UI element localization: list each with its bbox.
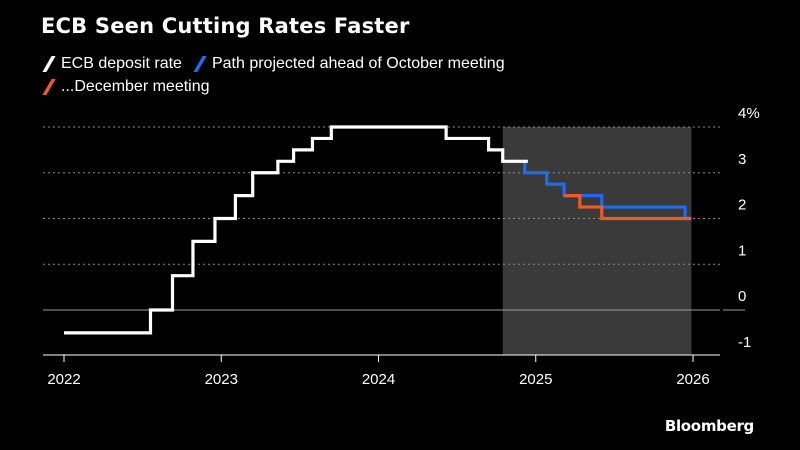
legend-item-deposit: ECB deposit rate <box>41 55 182 73</box>
legend-row-1: ECB deposit rate Path projected ahead of… <box>41 55 515 73</box>
x-tick-label: 2025 <box>519 371 552 388</box>
legend-label-deposit: ECB deposit rate <box>61 55 182 72</box>
projection-shade <box>502 127 692 355</box>
y-tick-label: 2 <box>738 197 746 214</box>
series-december-path <box>564 194 692 221</box>
y-tick-label: 4% <box>738 105 760 122</box>
legend-row-2: ...December meeting <box>41 78 220 96</box>
legend-label-october: Path projected ahead of October meeting <box>211 55 505 72</box>
series-october-path <box>502 159 692 221</box>
legend-item-december: ...December meeting <box>41 78 210 96</box>
y-tick-label: 3 <box>738 151 746 168</box>
legend-label-december: ...December meeting <box>61 78 210 95</box>
bloomberg-credit: Bloomberg <box>664 417 754 435</box>
y-tick-label: 0 <box>738 288 746 305</box>
chart-title: ECB Seen Cutting Rates Faster <box>41 14 410 38</box>
x-tick-label: 2022 <box>47 371 80 388</box>
series-deposit-rate <box>64 125 528 335</box>
x-tick-label: 2024 <box>362 371 395 388</box>
y-tick-label: 1 <box>738 242 746 259</box>
x-tick-label: 2026 <box>676 371 709 388</box>
legend-item-october: Path projected ahead of October meeting <box>192 55 505 73</box>
y-tick-label: -1 <box>738 334 751 351</box>
x-tick-label: 2023 <box>205 371 238 388</box>
